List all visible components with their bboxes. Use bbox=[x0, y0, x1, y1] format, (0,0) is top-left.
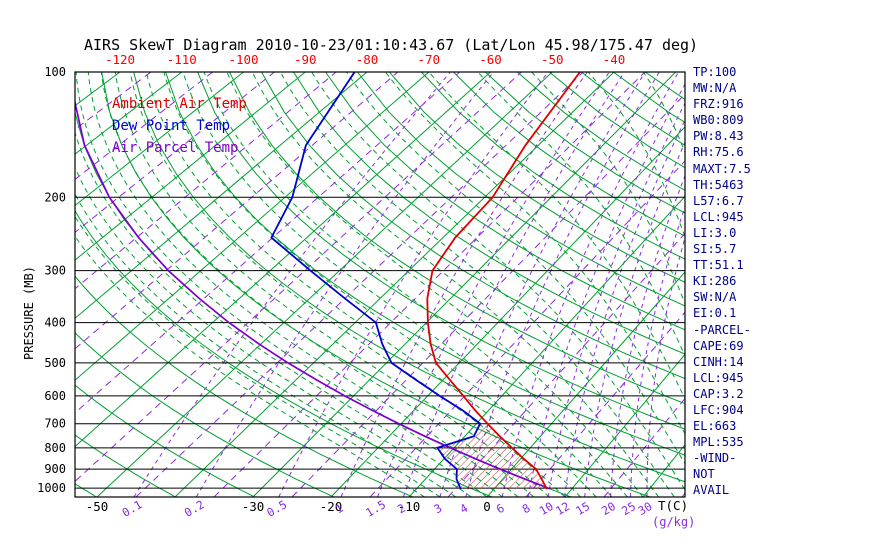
svg-text:0: 0 bbox=[483, 499, 491, 514]
svg-text:-50: -50 bbox=[86, 499, 109, 514]
svg-text:4: 4 bbox=[457, 501, 470, 517]
stats-line-22: EL:663 bbox=[693, 419, 737, 434]
stats-line-8: L57:6.7 bbox=[693, 193, 744, 208]
stats-line-5: RH:75.6 bbox=[693, 145, 744, 160]
svg-text:10: 10 bbox=[537, 499, 556, 518]
svg-text:-30: -30 bbox=[242, 499, 265, 514]
plot-frame bbox=[74, 71, 686, 498]
svg-text:(g/kg): (g/kg) bbox=[652, 515, 695, 529]
svg-text:-120: -120 bbox=[105, 52, 135, 67]
sounding-curves bbox=[75, 72, 581, 490]
svg-text:25: 25 bbox=[619, 499, 638, 518]
svg-text:-70: -70 bbox=[417, 52, 440, 67]
intermediate-isotherm-lines bbox=[75, 72, 685, 497]
stats-line-23: MPL:535 bbox=[693, 435, 744, 450]
pressure-gridlines bbox=[75, 72, 685, 489]
bottom-temp-ticks: -50 -30 -20 -10 0 T(C) bbox=[86, 498, 688, 514]
plot-area bbox=[75, 72, 685, 497]
stats-line-11: SI:5.7 bbox=[693, 242, 737, 257]
svg-text:-20: -20 bbox=[320, 499, 343, 514]
svg-text:-110: -110 bbox=[167, 52, 197, 67]
stats-line-6: MAXT:7.5 bbox=[693, 161, 751, 176]
svg-text:3: 3 bbox=[431, 501, 444, 517]
stats-panel: TP:100 MW:N/A FRZ:916 WB0:809 PW:8.43 RH:75.6… bbox=[693, 64, 751, 499]
svg-text:T(C): T(C) bbox=[658, 498, 688, 513]
chart-title: AIRS SkewT Diagram 2010-10-23/01:10:43.6… bbox=[84, 36, 699, 54]
svg-text:-100: -100 bbox=[228, 52, 258, 67]
svg-text:-80: -80 bbox=[356, 52, 379, 67]
svg-text:400: 400 bbox=[44, 316, 66, 330]
stats-line-18: CINH:14 bbox=[693, 354, 744, 369]
mixing-ratio-lines bbox=[133, 72, 685, 497]
svg-text:800: 800 bbox=[44, 441, 66, 455]
stats-line-17: CAPE:69 bbox=[693, 338, 744, 353]
svg-text:-60: -60 bbox=[479, 52, 502, 67]
svg-text:-50: -50 bbox=[541, 52, 564, 67]
stats-line-10: LI:3.0 bbox=[693, 225, 737, 240]
stats-line-16: -PARCEL- bbox=[693, 322, 751, 337]
stats-line-20: CAP:3.2 bbox=[693, 386, 744, 401]
pressure-tick-labels: 100 200 300 400 500 600 700 800 900 1000 bbox=[37, 65, 66, 495]
stats-line-9: LCL:945 bbox=[693, 209, 744, 224]
stats-line-25: NOT bbox=[693, 467, 715, 482]
svg-text:20: 20 bbox=[599, 499, 618, 518]
svg-text:15: 15 bbox=[573, 499, 592, 518]
svg-text:1.5: 1.5 bbox=[363, 497, 388, 520]
stats-line-24: -WIND- bbox=[693, 451, 737, 466]
air-parcel-temp-curve bbox=[75, 98, 550, 490]
legend-dew-point-temp: Dew Point Temp bbox=[112, 118, 231, 134]
ambient-air-temp-curve bbox=[426, 72, 581, 490]
svg-text:0.1: 0.1 bbox=[120, 497, 145, 520]
svg-text:0.2: 0.2 bbox=[182, 497, 207, 520]
legend-ambient-air-temp: Ambient Air Temp bbox=[112, 96, 247, 112]
top-temp-ticks: -120 -110 -100 -90 -80 -70 -60 -50 -40 bbox=[105, 52, 625, 67]
stats-line-7: TH:5463 bbox=[693, 177, 744, 192]
svg-text:0.5: 0.5 bbox=[264, 497, 289, 520]
stats-line-13: KI:286 bbox=[693, 274, 737, 289]
saturated-layer-hatch bbox=[437, 423, 547, 490]
svg-text:900: 900 bbox=[44, 462, 66, 476]
stats-line-12: TT:51.1 bbox=[693, 258, 744, 273]
stats-line-2: FRZ:916 bbox=[693, 97, 744, 112]
legend-air-parcel-temp: Air Parcel Temp bbox=[112, 140, 239, 156]
svg-text:8: 8 bbox=[520, 501, 533, 517]
svg-text:600: 600 bbox=[44, 389, 66, 403]
svg-text:1000: 1000 bbox=[37, 481, 66, 495]
stats-line-15: EI:0.1 bbox=[693, 306, 737, 321]
svg-text:500: 500 bbox=[44, 356, 66, 370]
svg-text:100: 100 bbox=[44, 65, 66, 79]
svg-text:200: 200 bbox=[44, 190, 66, 204]
svg-text:-10: -10 bbox=[398, 499, 421, 514]
stats-line-3: WB0:809 bbox=[693, 113, 744, 128]
pressure-axis-label: PRESSURE (MB) bbox=[22, 266, 36, 360]
svg-text:30: 30 bbox=[635, 499, 654, 518]
stats-line-0: TP:100 bbox=[693, 65, 737, 79]
stats-line-26: AVAIL bbox=[693, 483, 730, 498]
stats-line-14: SW:N/A bbox=[693, 290, 737, 305]
svg-text:300: 300 bbox=[44, 264, 66, 278]
stats-line-19: LCL:945 bbox=[693, 370, 744, 385]
svg-text:-40: -40 bbox=[603, 52, 626, 67]
svg-text:6: 6 bbox=[494, 501, 507, 517]
stats-line-1: MW:N/A bbox=[693, 81, 737, 96]
stats-line-21: LFC:904 bbox=[693, 402, 744, 417]
svg-text:700: 700 bbox=[44, 417, 66, 431]
stats-line-4: PW:8.43 bbox=[693, 129, 744, 144]
svg-text:-90: -90 bbox=[294, 52, 317, 67]
svg-text:12: 12 bbox=[553, 499, 572, 518]
dew-point-temp-curve bbox=[270, 72, 482, 490]
